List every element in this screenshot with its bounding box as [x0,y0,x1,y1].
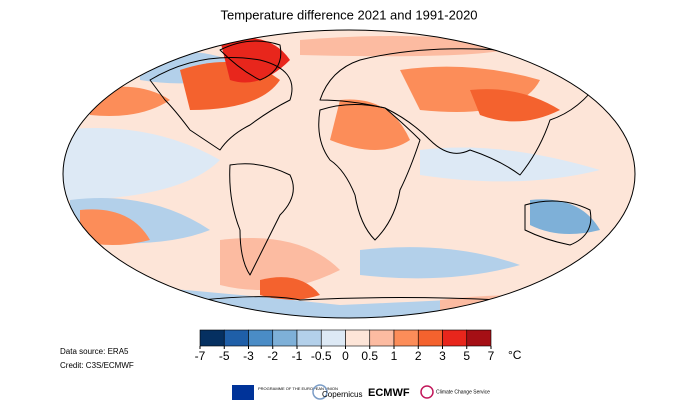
colorbar-bin [272,329,298,347]
colorbar-tick-label: -2 [267,349,278,363]
map-border [62,29,636,319]
eu-flag [232,385,254,400]
colorbar-tick-label: -5 [219,349,230,363]
colorbar-bin [369,329,395,347]
colorbar-tick-label: -7 [195,349,206,363]
colorbar-bin [223,329,249,347]
colorbar-bin [248,329,274,347]
logo-text: ECMWF [368,387,410,399]
colorbar-tick-label: 5 [463,349,470,363]
colorbar-tick-label: 7 [488,349,495,363]
colorbar-tick-label: -3 [243,349,254,363]
logo-text: PROGRAMME OF THE EUROPEAN UNION [258,386,338,391]
c3s-icon [420,385,434,399]
colorbar: -7 -5 -3 -2 -1 -0.5 0 0.5 1 2 3 5 7 [195,329,495,363]
logo-text: Copernicus [322,390,362,399]
colorbar-bin [199,329,225,347]
colorbar-tick-label: 0 [342,349,349,363]
colorbar-tick-label: -1 [292,349,303,363]
logo-text: Climate Change Service [436,389,490,395]
colorbar-tick-label: 2 [415,349,422,363]
copernicus-icon [312,384,328,400]
colorbar-tick-label: -0.5 [311,349,332,363]
title: Temperature difference 2021 and 1991-202… [220,7,477,22]
note: Credit: C3S/ECMWF [60,361,134,370]
map [63,30,635,318]
colorbar-bin [417,329,443,347]
colorbar-bin [466,329,492,347]
colorbar-bin [393,329,419,347]
colorbar-unit: °C [508,348,522,362]
colorbar-tick-label: 3 [439,349,446,363]
colorbar-bin [296,329,322,347]
colorbar-tick-label: 1 [391,349,398,363]
note: Data source: ERA5 [60,347,129,356]
colorbar-bin [442,329,468,347]
colorbar-bin [320,329,346,347]
colorbar-bin [345,329,371,347]
colorbar-tick-label: 0.5 [361,349,378,363]
